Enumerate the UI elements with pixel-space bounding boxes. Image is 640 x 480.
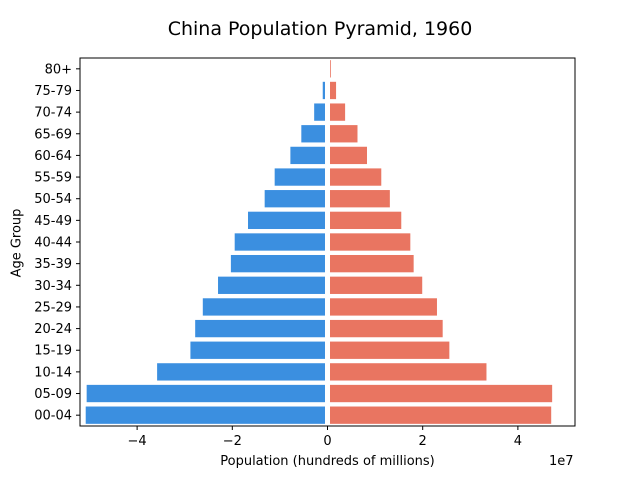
- y-tick-label: 55-59: [34, 171, 72, 186]
- female-bar-00-04: [330, 406, 552, 424]
- female-bar-25-29: [330, 298, 437, 316]
- female-bar-05-09: [330, 384, 553, 403]
- x-axis-offset-label: 1e7: [549, 454, 574, 469]
- x-tick-label: 2: [419, 434, 427, 449]
- female-bar-35-39: [330, 254, 414, 273]
- x-tick-label: 0: [323, 434, 331, 449]
- y-tick-label: 75-79: [34, 84, 72, 99]
- x-tick-label: 4: [514, 434, 522, 449]
- female-bar-80+: [330, 60, 331, 78]
- y-tick-label: 25-29: [34, 300, 72, 315]
- male-bar-30-34: [218, 276, 325, 294]
- y-tick-label: 65-69: [34, 127, 72, 142]
- male-bar-20-24: [195, 319, 325, 338]
- female-bar-70-74: [330, 103, 346, 121]
- male-bar-60-64: [290, 146, 326, 165]
- female-bar-75-79: [330, 81, 337, 100]
- y-tick-label: 05-09: [34, 387, 72, 402]
- y-tick-label: 30-34: [34, 279, 72, 294]
- female-bar-50-54: [330, 190, 390, 208]
- female-bar-30-34: [330, 276, 423, 294]
- male-bar-10-14: [157, 363, 325, 381]
- y-tick-label: 20-24: [34, 322, 72, 337]
- male-bar-65-69: [301, 125, 325, 143]
- y-tick-label: 50-54: [34, 192, 72, 207]
- y-tick-label: 45-49: [34, 214, 72, 229]
- y-tick-label: 10-14: [34, 365, 72, 380]
- male-bar-25-29: [202, 298, 325, 316]
- female-bar-15-19: [330, 341, 450, 359]
- chart-title: China Population Pyramid, 1960: [167, 18, 473, 40]
- y-tick-label: 60-64: [34, 149, 72, 164]
- female-bar-45-49: [330, 211, 402, 230]
- female-bar-10-14: [330, 363, 487, 381]
- male-bar-15-19: [190, 341, 325, 359]
- male-bar-70-74: [314, 103, 325, 121]
- y-tick-label: 15-19: [34, 344, 72, 359]
- y-tick-label: 40-44: [34, 236, 72, 251]
- plot-frame: [79, 57, 576, 427]
- male-bar-00-04: [85, 406, 326, 424]
- male-bar-05-09: [86, 384, 325, 403]
- x-tick-label: −4: [128, 434, 147, 449]
- female-bar-40-44: [330, 233, 411, 251]
- x-tick-label: −2: [223, 434, 242, 449]
- x-axis-label: Population (hundreds of millions): [220, 454, 435, 469]
- y-tick-label: 00-04: [34, 409, 72, 424]
- male-bar-45-49: [248, 211, 325, 230]
- y-axis-label: Age Group: [9, 208, 25, 278]
- male-bar-40-44: [234, 233, 325, 251]
- female-bar-60-64: [330, 146, 367, 165]
- y-tick-label: 80+: [45, 62, 72, 77]
- female-bar-55-59: [330, 168, 382, 186]
- female-bar-20-24: [330, 319, 443, 338]
- male-bar-50-54: [264, 190, 325, 208]
- male-bar-35-39: [230, 254, 325, 273]
- y-tick-label: 70-74: [34, 106, 72, 121]
- female-bar-65-69: [330, 125, 358, 143]
- male-bar-55-59: [274, 168, 325, 186]
- male-bar-75-79: [322, 81, 325, 100]
- y-tick-label: 35-39: [34, 257, 72, 272]
